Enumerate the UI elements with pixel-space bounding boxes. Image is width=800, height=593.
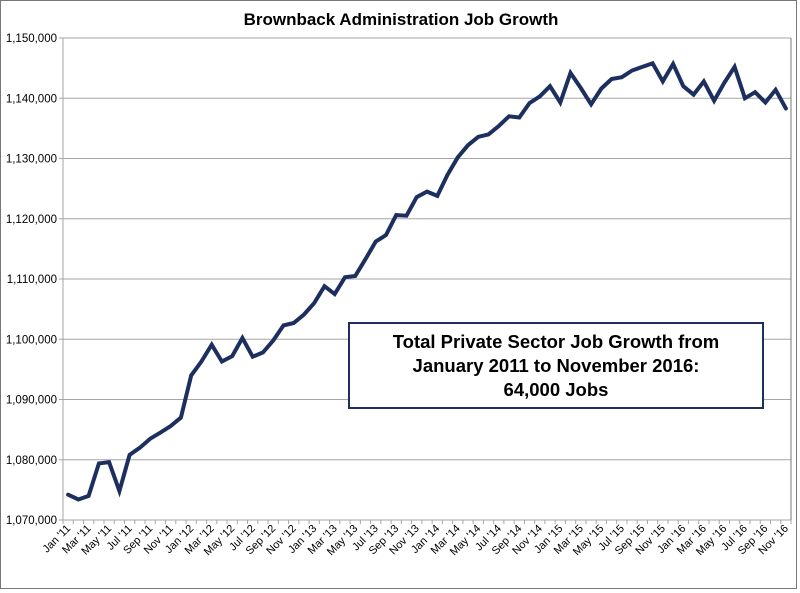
annotation-line: January 2011 to November 2016:	[413, 354, 700, 378]
y-tick-label: 1,070,000	[6, 515, 57, 527]
y-tick-label: 1,120,000	[6, 214, 57, 226]
y-tick-label: 1,130,000	[6, 154, 57, 166]
y-tick-label: 1,140,000	[6, 93, 57, 105]
annotation-box: Total Private Sector Job Growth from Jan…	[348, 322, 764, 409]
y-tick-label: 1,150,000	[6, 33, 57, 45]
y-tick-label: 1,080,000	[6, 455, 57, 467]
y-tick-label: 1,110,000	[7, 274, 57, 286]
annotation-line: Total Private Sector Job Growth from	[393, 330, 720, 354]
series-line	[68, 63, 786, 499]
y-tick-label: 1,090,000	[6, 395, 57, 407]
annotation-line: 64,000 Jobs	[504, 378, 609, 402]
y-tick-label: 1,100,000	[6, 334, 57, 346]
chart-title: Brownback Administration Job Growth	[244, 10, 559, 29]
